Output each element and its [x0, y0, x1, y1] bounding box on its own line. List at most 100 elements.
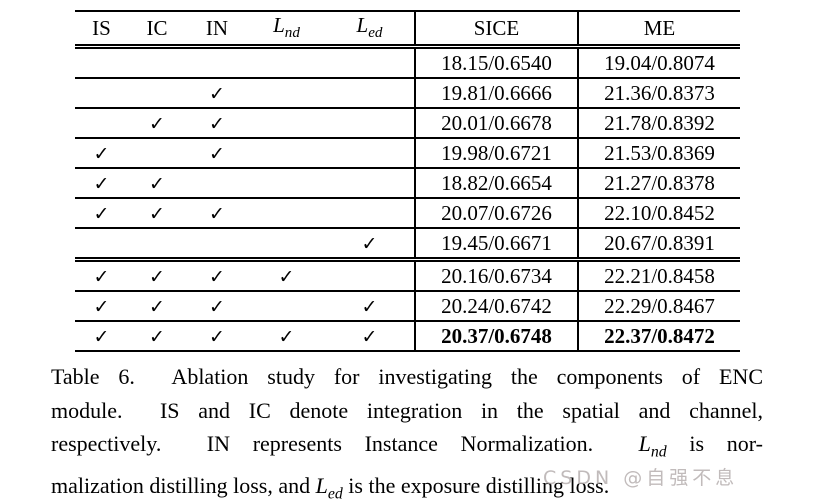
sice-value-cell: 20.01/0.6678 [414, 108, 578, 138]
check-cell-empty [75, 47, 128, 79]
sice-value-cell: 20.07/0.6726 [414, 198, 578, 228]
check-cell-checked: ✓ [128, 108, 186, 138]
caption-line: malization distilling loss, and Led is t… [51, 472, 610, 499]
checkmark-icon: ✓ [149, 295, 165, 318]
sice-value-cell: 20.37/0.6748 [414, 321, 578, 351]
check-cell-empty [128, 78, 186, 108]
sice-value-cell: 19.45/0.6671 [414, 228, 578, 260]
sice-value-cell: 18.15/0.6540 [414, 46, 578, 78]
check-cell-empty [248, 78, 325, 108]
math-L: L [638, 431, 651, 456]
checkmark-icon: ✓ [149, 325, 165, 348]
me-value-cell: 22.37/0.8472 [577, 321, 740, 351]
check-cell-checked: ✓ [186, 321, 248, 351]
check-cell-checked: ✓ [75, 291, 128, 321]
check-cell-empty [128, 228, 186, 260]
table-body: 18.15/0.6540 19.04/0.8074 ✓ 19.81/0.6666 21.… [75, 46, 740, 351]
checkmark-icon: ✓ [93, 295, 110, 318]
table-row: ✓ ✓ 18.82/0.6654 21.27/0.8378 [75, 168, 740, 198]
me-value-cell: 20.67/0.8391 [577, 228, 740, 260]
table-row: ✓ ✓ ✓ ✓ 20.24/0.6742 22.29/0.8467 [75, 291, 740, 321]
checkmark-icon: ✓ [209, 202, 225, 225]
check-cell-empty [75, 108, 128, 138]
checkmark-icon: ✓ [361, 232, 378, 255]
check-cell-empty [325, 78, 415, 108]
checkmark-icon: ✓ [278, 265, 295, 288]
checkmark-icon: ✓ [93, 202, 110, 225]
check-cell-empty [325, 168, 415, 198]
column-header-lnd: Lnd [273, 13, 300, 42]
check-cell-checked: ✓ [128, 168, 186, 198]
checkmark-icon: ✓ [209, 142, 225, 165]
check-cell-empty [75, 228, 128, 260]
check-cell-checked: ✓ [186, 198, 248, 228]
ablation-table: IS IC IN Lnd Led SICE ME 18.15/0.6540 19.04/0.8… [75, 10, 740, 352]
check-cell-checked: ✓ [75, 168, 128, 198]
sice-value-cell: 19.81/0.6666 [414, 78, 578, 108]
check-cell-empty [248, 291, 325, 321]
checkmark-icon: ✓ [209, 295, 225, 318]
table-row: ✓ ✓ 20.01/0.6678 21.78/0.8392 [75, 108, 740, 138]
check-cell-empty [128, 138, 186, 168]
check-cell-empty [186, 47, 248, 79]
check-cell-checked: ✓ [128, 321, 186, 351]
check-cell-checked: ✓ [186, 138, 248, 168]
checkmark-icon: ✓ [209, 82, 225, 105]
column-header-in: IN [205, 15, 229, 40]
checkmark-icon: ✓ [209, 325, 225, 348]
checkmark-icon: ✓ [93, 265, 110, 288]
check-cell-checked: ✓ [75, 260, 128, 292]
sice-value-cell: 18.82/0.6654 [414, 168, 578, 198]
check-cell-checked: ✓ [186, 78, 248, 108]
check-cell-checked: ✓ [75, 198, 128, 228]
checkmark-icon: ✓ [149, 172, 165, 195]
column-header-sice: SICE [414, 11, 578, 47]
check-cell-empty [248, 108, 325, 138]
check-cell-empty [128, 47, 186, 79]
check-cell-checked: ✓ [128, 198, 186, 228]
column-header-ic: IC [146, 15, 168, 40]
me-value-cell: 22.29/0.8467 [577, 291, 740, 321]
caption-line: respectively. IN represents Instance Nor… [51, 431, 763, 461]
me-value-cell: 22.10/0.8452 [577, 198, 740, 228]
table-row: ✓ ✓ ✓ 20.07/0.6726 22.10/0.8452 [75, 198, 740, 228]
checkmark-icon: ✓ [278, 325, 295, 348]
check-cell-empty [186, 228, 248, 260]
me-value-cell: 21.36/0.8373 [577, 78, 740, 108]
checkmark-icon: ✓ [361, 325, 378, 348]
table-row: ✓ 19.81/0.6666 21.36/0.8373 [75, 78, 740, 108]
column-header-led: Led [356, 13, 383, 42]
sice-value-cell: 19.98/0.6721 [414, 138, 578, 168]
caption-line: module. IS and IC denote integration in … [51, 397, 763, 423]
check-cell-checked: ✓ [248, 260, 325, 292]
check-cell-empty [248, 168, 325, 198]
check-cell-checked: ✓ [248, 321, 325, 351]
me-value-cell: 22.21/0.8458 [577, 259, 740, 291]
checkmark-icon: ✓ [93, 172, 110, 195]
check-cell-checked: ✓ [325, 291, 415, 321]
check-cell-empty [325, 47, 415, 79]
check-cell-empty [248, 138, 325, 168]
check-cell-checked: ✓ [128, 260, 186, 292]
me-value-cell: 19.04/0.8074 [577, 46, 740, 78]
check-cell-empty [248, 198, 325, 228]
check-cell-checked: ✓ [186, 291, 248, 321]
caption-line: Table 6. Ablation study for investigatin… [51, 364, 763, 389]
check-cell-empty [248, 47, 325, 79]
column-header-me: ME [577, 11, 740, 47]
math-L: L [356, 13, 369, 38]
check-cell-checked: ✓ [325, 321, 415, 351]
check-cell-empty [325, 108, 415, 138]
sice-value-cell: 20.24/0.6742 [414, 291, 578, 321]
math-L: L [315, 472, 328, 498]
table-row: ✓ ✓ ✓ ✓ ✓ 20.37/0.6748 22.37/0.8472 [75, 321, 740, 351]
check-cell-empty [325, 198, 415, 228]
checkmark-icon: ✓ [361, 295, 378, 318]
check-cell-checked: ✓ [128, 291, 186, 321]
check-cell-empty [325, 260, 415, 292]
checkmark-icon: ✓ [209, 265, 225, 288]
check-cell-checked: ✓ [75, 321, 128, 351]
check-cell-empty [75, 78, 128, 108]
math-L: L [273, 13, 285, 38]
